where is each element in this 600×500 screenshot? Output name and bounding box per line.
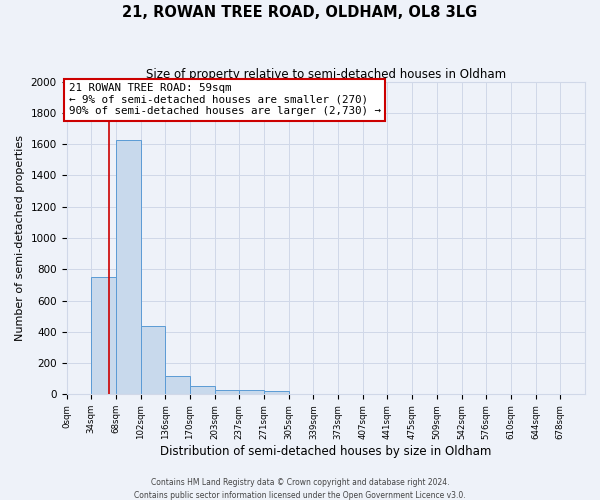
Bar	[165, 376, 190, 394]
Text: 21, ROWAN TREE ROAD, OLDHAM, OL8 3LG: 21, ROWAN TREE ROAD, OLDHAM, OL8 3LG	[122, 5, 478, 20]
Title: Size of property relative to semi-detached houses in Oldham: Size of property relative to semi-detach…	[146, 68, 506, 80]
Bar	[91, 277, 116, 394]
Bar	[140, 326, 165, 394]
Text: Contains HM Land Registry data © Crown copyright and database right 2024.
Contai: Contains HM Land Registry data © Crown c…	[134, 478, 466, 500]
Bar	[190, 386, 215, 394]
Bar	[215, 390, 239, 394]
Text: 21 ROWAN TREE ROAD: 59sqm
← 9% of semi-detached houses are smaller (270)
90% of : 21 ROWAN TREE ROAD: 59sqm ← 9% of semi-d…	[69, 83, 381, 116]
Bar	[239, 390, 264, 394]
Bar	[116, 140, 140, 394]
X-axis label: Distribution of semi-detached houses by size in Oldham: Distribution of semi-detached houses by …	[160, 444, 491, 458]
Bar	[264, 391, 289, 394]
Y-axis label: Number of semi-detached properties: Number of semi-detached properties	[15, 135, 25, 341]
